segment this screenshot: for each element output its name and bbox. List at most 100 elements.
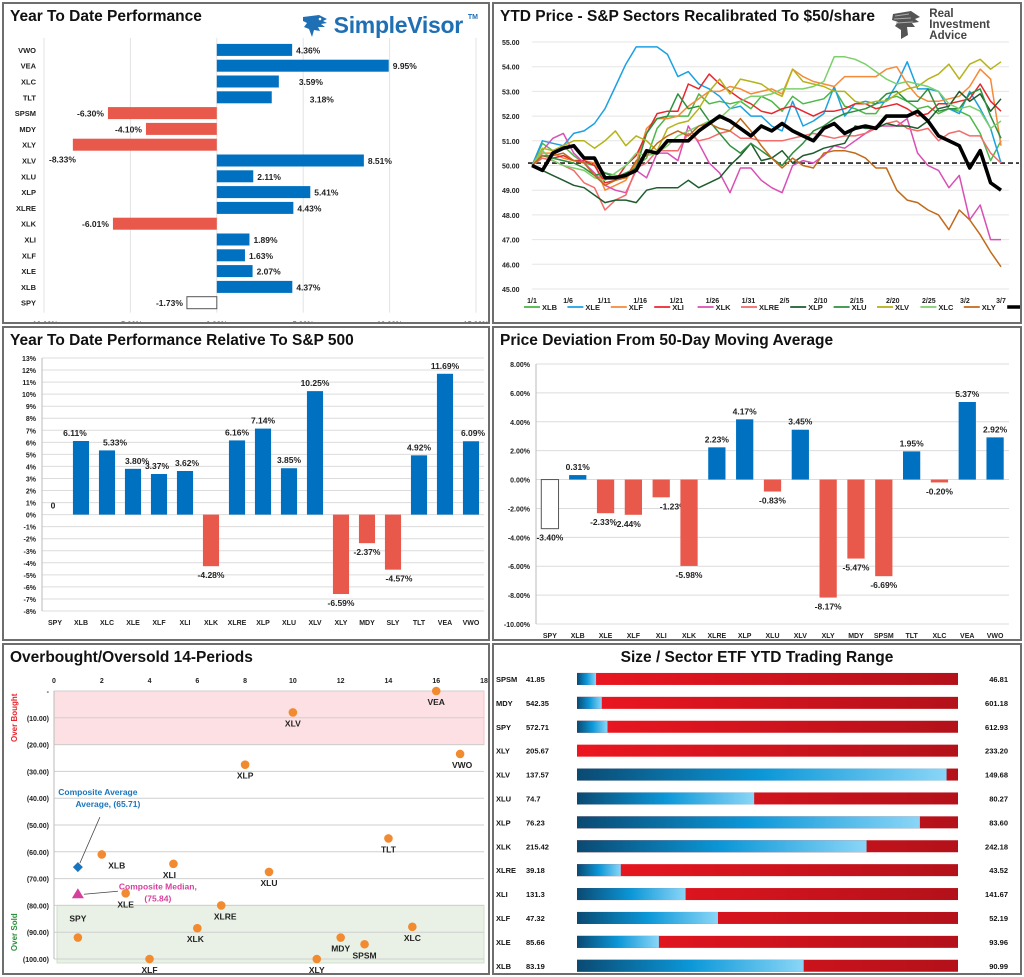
x-tick-label: XLF	[152, 620, 166, 627]
x-tick-label: XLB	[74, 620, 88, 627]
x-tick-label: TLT	[905, 633, 918, 640]
high-value: 93.96	[989, 938, 1008, 947]
y-tick-label: 45.00	[502, 287, 520, 294]
y-tick-label: 46.00	[502, 262, 520, 269]
panel-title: Size / Sector ETF YTD Trading Range	[620, 649, 894, 666]
y-tick-label: 6.00%	[510, 391, 531, 398]
data-label: 4.17%	[733, 406, 758, 416]
data-label: -4.57%	[386, 574, 413, 584]
category-label: XLV	[22, 157, 36, 166]
bar	[216, 265, 253, 278]
x-tick-label: XLV	[308, 620, 321, 627]
point-label: TLT	[381, 844, 397, 854]
logo-text: SimpleVisor	[333, 12, 464, 38]
x-tick-label: 4	[148, 678, 152, 685]
bar	[280, 468, 298, 515]
data-label: -4.10%	[115, 124, 142, 134]
ticker-label: XLK	[496, 842, 512, 851]
bar	[436, 373, 454, 515]
legend-label: XLU	[852, 303, 867, 312]
data-label: 7.14%	[251, 416, 276, 426]
y-tick-label: -3%	[24, 549, 37, 556]
x-tick-label: 2/25	[922, 298, 936, 305]
data-label: 3.59%	[299, 77, 324, 87]
scatter-point	[145, 954, 154, 964]
data-label: 3.45%	[788, 417, 813, 427]
data-label: 0.31%	[566, 462, 591, 472]
bar	[358, 514, 376, 544]
legend-label: XLB	[542, 303, 558, 312]
bar	[624, 479, 643, 515]
data-label: -1.73%	[156, 298, 183, 308]
scatter-point	[169, 859, 178, 869]
logo-tm: TM	[467, 14, 478, 21]
y-tick-label: 1%	[26, 501, 37, 508]
bar	[847, 479, 865, 559]
y-tick-label: -1%	[24, 525, 37, 532]
data-label: 2.07%	[257, 267, 282, 277]
scatter-point	[264, 867, 274, 877]
range-bar-low	[577, 768, 947, 781]
bar	[216, 59, 389, 72]
x-tick-label: 5.00%	[293, 320, 315, 324]
category-label: XLRE	[16, 204, 36, 213]
x-tick-label: 0	[52, 678, 56, 685]
range-bar-low	[577, 696, 602, 709]
y-tick-label: -	[47, 689, 50, 696]
bar	[930, 479, 949, 483]
bar	[708, 447, 726, 480]
x-tick-label: -10.00%	[30, 320, 58, 324]
legend-label: XLP	[808, 303, 823, 312]
x-tick-label: XLU	[282, 620, 296, 627]
ticker-label: XLI	[496, 890, 508, 899]
category-label: XLE	[21, 267, 36, 276]
bar	[216, 233, 250, 246]
bar	[228, 440, 246, 515]
point-label: SPSM	[353, 950, 377, 960]
y-tick-label: (90.00)	[27, 930, 49, 937]
x-tick-label: 1/31	[742, 298, 756, 305]
x-tick-label: 8	[243, 678, 247, 685]
y-tick-label: (40.00)	[27, 796, 49, 803]
x-tick-label: XLI	[656, 633, 667, 640]
x-tick-label: SPY	[48, 620, 62, 627]
y-tick-label: -4%	[24, 561, 37, 568]
eagle-icon	[302, 14, 327, 37]
point-label: XLC	[404, 933, 421, 943]
bar	[736, 419, 754, 480]
legend-label: XLRE	[759, 303, 779, 312]
x-tick-label: XLRE	[708, 633, 727, 640]
data-label: -2.37%	[354, 547, 381, 557]
scatter-point	[360, 939, 369, 949]
y-tick-label: 8.00%	[510, 362, 531, 369]
high-value: 83.60	[989, 818, 1008, 827]
data-label: 4.43%	[297, 203, 322, 213]
zone-label-oversold: Over Sold	[10, 913, 19, 951]
x-tick-label: XLY	[822, 633, 835, 640]
x-tick-label: XLK	[204, 620, 218, 627]
y-tick-label: 9%	[26, 404, 37, 411]
y-tick-label: -7%	[24, 597, 37, 604]
legend-label: XLE	[585, 303, 600, 312]
range-bar-high	[577, 720, 958, 733]
x-tick-label: MDY	[848, 633, 864, 640]
bar	[875, 479, 893, 577]
y-tick-label: 13%	[22, 356, 37, 363]
x-tick-label: 1/16	[633, 298, 647, 305]
data-label: -2.33%	[590, 517, 617, 527]
bar	[216, 249, 245, 262]
category-label: SPSM	[15, 109, 36, 118]
low-value: 83.19	[526, 962, 545, 971]
series-line-xlre	[531, 120, 1002, 211]
y-tick-label: (30.00)	[27, 769, 49, 776]
x-tick-label: XLU	[766, 633, 780, 640]
point-label: VWO	[452, 760, 473, 770]
scatter-point	[121, 889, 130, 898]
data-label: 5.37%	[955, 389, 980, 399]
data-label: -1.23%	[660, 501, 687, 511]
y-tick-label: 10%	[22, 392, 37, 399]
data-label: -0.20%	[926, 486, 953, 496]
high-value: 242.18	[985, 842, 1008, 851]
y-tick-label: 53.00	[502, 89, 520, 96]
obos-scatter-chart: - (10.00) (20.00) (30.00) (40.00) (50.00) (60.…	[10, 678, 488, 973]
